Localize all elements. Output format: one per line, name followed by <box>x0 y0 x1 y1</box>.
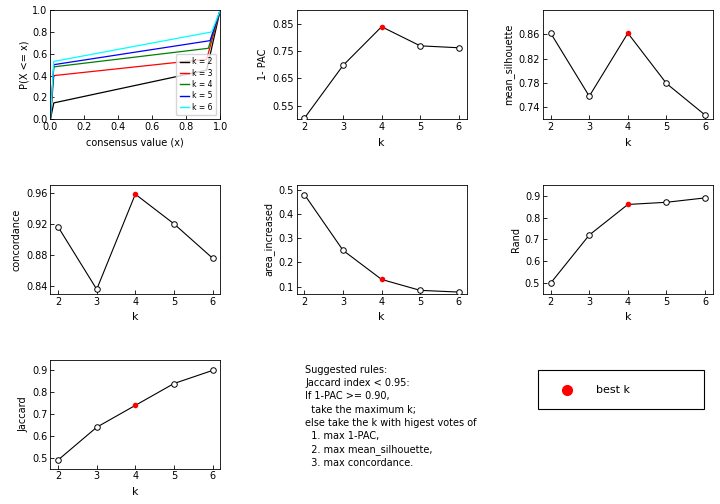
k = 2 <box>163 76 171 82</box>
Text: Suggested rules:
Jaccard index < 0.95:
If 1-PAC >= 0.90,
  take the maximum k;
e: Suggested rules: Jaccard index < 0.95: I… <box>305 365 477 468</box>
Bar <box>538 370 704 409</box>
k = 6 <box>163 37 171 43</box>
k = 6 <box>216 7 225 13</box>
Line: k = 3: k = 3 <box>50 10 220 119</box>
k = 4 <box>121 55 130 61</box>
k = 4 <box>179 48 187 54</box>
k = 5 <box>114 51 123 57</box>
k = 4 <box>181 48 190 54</box>
k = 6 <box>46 116 55 122</box>
k = 2 <box>114 86 123 92</box>
k = 4 <box>216 7 225 13</box>
k = 5 <box>216 7 225 13</box>
k = 5 <box>63 59 72 66</box>
k = 5 <box>179 42 187 48</box>
Y-axis label: 1- PAC: 1- PAC <box>258 49 268 80</box>
X-axis label: k: k <box>378 138 385 148</box>
Y-axis label: area_increased: area_increased <box>264 203 274 276</box>
k = 5 <box>46 116 55 122</box>
X-axis label: k: k <box>132 487 138 497</box>
k = 6 <box>179 34 187 40</box>
Y-axis label: Jaccard: Jaccard <box>18 396 28 432</box>
k = 4 <box>163 50 171 56</box>
Y-axis label: P(X <= x): P(X <= x) <box>19 40 30 89</box>
k = 5 <box>163 44 171 50</box>
k = 6 <box>121 45 130 51</box>
Legend: k = 2, k = 3, k = 4, k = 5, k = 6: k = 2, k = 3, k = 4, k = 5, k = 6 <box>176 53 217 115</box>
X-axis label: consensus value (x): consensus value (x) <box>86 138 184 148</box>
X-axis label: k: k <box>625 138 631 148</box>
Y-axis label: concordance: concordance <box>12 208 22 271</box>
k = 3 <box>114 66 123 72</box>
k = 2 <box>216 7 225 13</box>
k = 3 <box>216 7 225 13</box>
k = 6 <box>114 46 123 52</box>
k = 5 <box>181 41 190 47</box>
Line: k = 5: k = 5 <box>50 10 220 119</box>
Y-axis label: mean_silhouette: mean_silhouette <box>503 24 515 105</box>
X-axis label: k: k <box>378 312 385 323</box>
Line: k = 6: k = 6 <box>50 10 220 119</box>
k = 3 <box>121 65 130 71</box>
k = 2 <box>181 72 190 78</box>
X-axis label: k: k <box>625 312 631 323</box>
k = 3 <box>63 71 72 77</box>
k = 4 <box>63 62 72 68</box>
k = 4 <box>114 56 123 62</box>
k = 2 <box>46 116 55 122</box>
k = 3 <box>179 59 187 65</box>
Y-axis label: Rand: Rand <box>510 227 521 252</box>
k = 2 <box>63 97 72 103</box>
Line: k = 2: k = 2 <box>50 10 220 119</box>
k = 3 <box>181 58 190 65</box>
k = 3 <box>46 116 55 122</box>
Line: k = 4: k = 4 <box>50 10 220 119</box>
k = 2 <box>121 85 130 91</box>
k = 4 <box>46 116 55 122</box>
Text: best k: best k <box>596 385 630 395</box>
k = 6 <box>181 34 190 40</box>
k = 6 <box>63 56 72 62</box>
k = 5 <box>121 51 130 57</box>
X-axis label: k: k <box>132 312 138 323</box>
k = 2 <box>179 72 187 78</box>
k = 3 <box>163 60 171 67</box>
